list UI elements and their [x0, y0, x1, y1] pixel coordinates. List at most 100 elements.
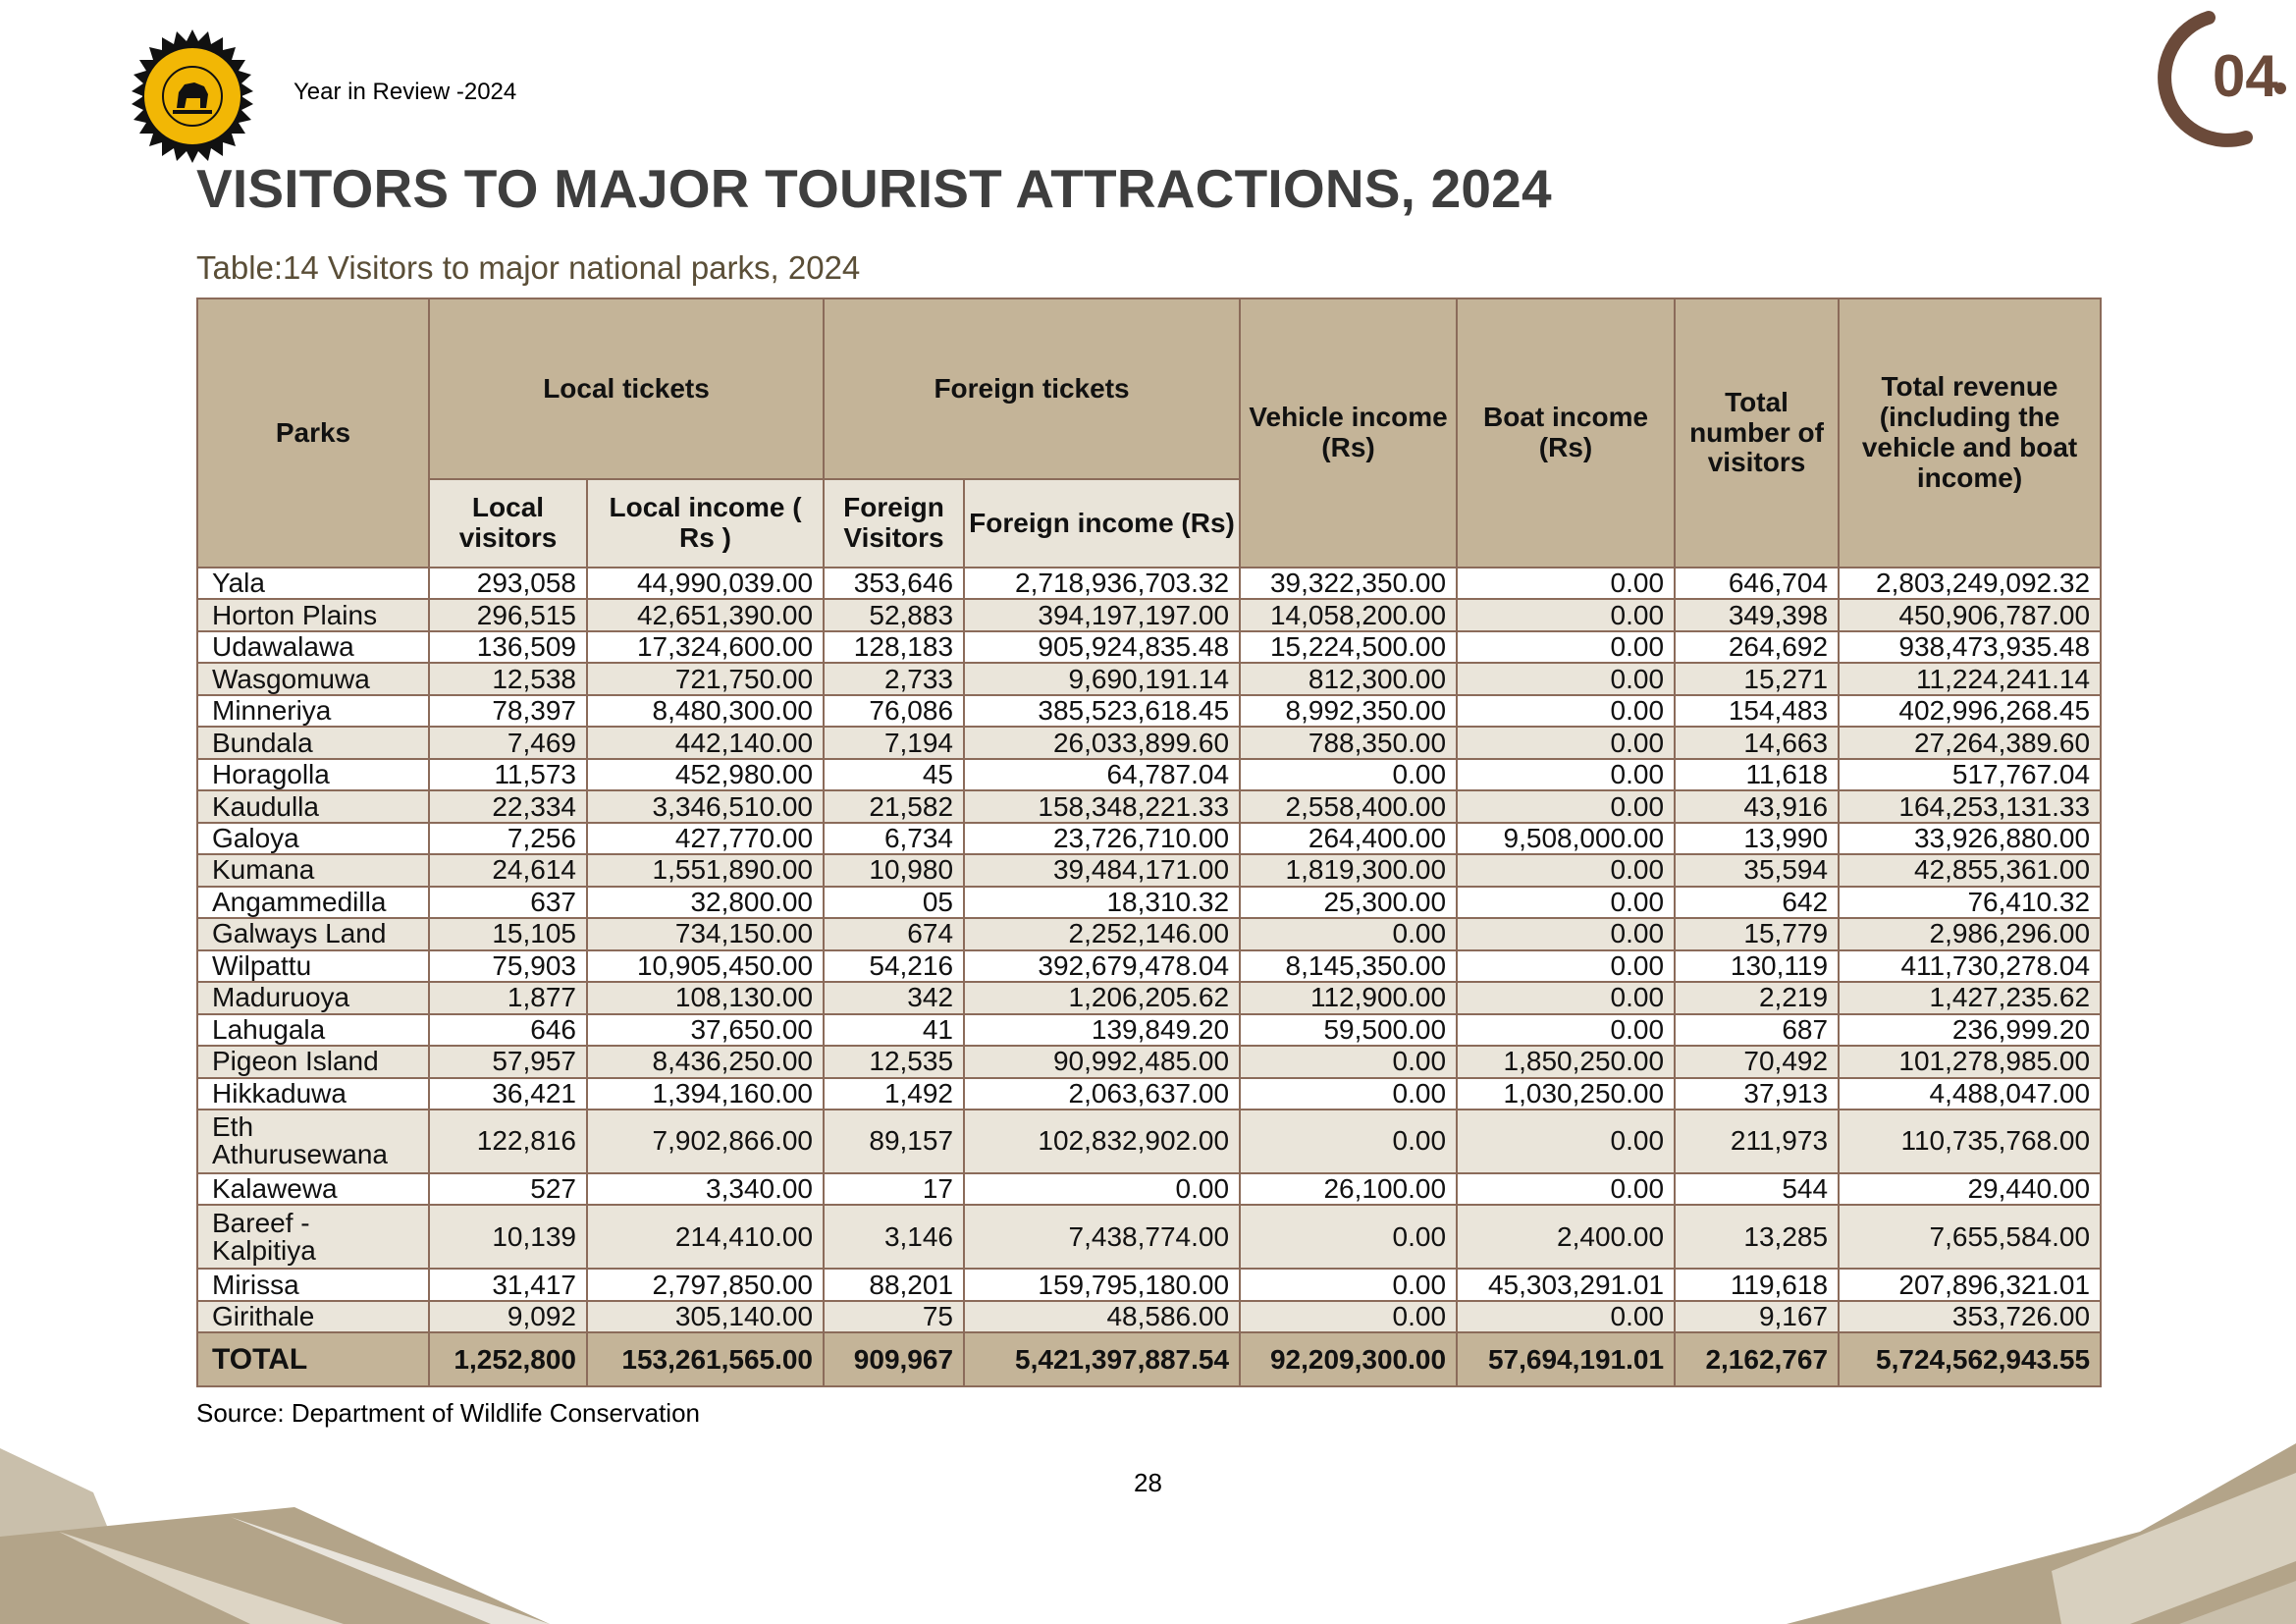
foreign-visitors-cell: 41 — [823, 1012, 966, 1048]
total-visitors-cell: 15,779 — [1674, 917, 1841, 951]
vehicle-income-cell: 1,819,300.00 — [1239, 853, 1459, 888]
total-visitors-cell: 687 — [1674, 1012, 1841, 1048]
boat-income-cell: 0.00 — [1456, 853, 1677, 888]
foreign-visitors-cell: 89,157 — [823, 1108, 966, 1174]
total-revenue-cell: 11,224,241.14 — [1838, 662, 2103, 696]
boat-income-cell: 0.00 — [1456, 1012, 1677, 1048]
total-vehicle-income-cell: 92,209,300.00 — [1239, 1331, 1459, 1387]
tourism-authority-emblem — [132, 29, 253, 163]
foreign-income-cell: 905,924,835.48 — [963, 629, 1242, 665]
foreign-visitors-cell: 7,194 — [823, 726, 966, 760]
vehicle-income-cell: 112,900.00 — [1239, 981, 1459, 1015]
local-visitors-cell: 527 — [428, 1171, 588, 1207]
total-local-visitors-cell: 1,252,800 — [428, 1331, 588, 1387]
park-name: Minneriya — [196, 693, 430, 729]
park-name: Wilpattu — [196, 948, 430, 984]
park-name: Horton Plains — [196, 598, 430, 632]
total-visitors-cell: 13,285 — [1674, 1204, 1841, 1271]
total-revenue-cell: 4,488,047.00 — [1838, 1076, 2103, 1110]
foreign-visitors-cell: 342 — [823, 981, 966, 1015]
foreign-income-cell: 385,523,618.45 — [963, 693, 1242, 729]
foreign-visitors-cell: 05 — [823, 885, 966, 920]
table-row: Bundala 7,469 442,140.00 7,194 26,033,899.60… — [196, 726, 2103, 760]
local-visitors-cell: 646 — [428, 1012, 588, 1048]
local-income-cell: 17,324,600.00 — [585, 629, 826, 665]
boat-income-cell: 0.00 — [1456, 1171, 1677, 1207]
chapter-number: 04 — [2213, 43, 2278, 109]
total-revenue-cell: 236,999.20 — [1838, 1012, 2103, 1048]
foreign-income-cell: 18,310.32 — [963, 885, 1242, 920]
boat-income-cell: 0.00 — [1456, 693, 1677, 729]
local-income-cell: 1,394,160.00 — [585, 1076, 826, 1110]
total-revenue-cell: 353,726.00 — [1838, 1299, 2103, 1334]
table-row: Horton Plains 296,515 42,651,390.00 52,883 3… — [196, 598, 2103, 632]
total-visitors-cell: 70,492 — [1674, 1045, 1841, 1079]
vehicle-income-cell: 0.00 — [1239, 757, 1459, 792]
foreign-income-cell: 48,586.00 — [963, 1299, 1242, 1334]
total-visitors-cell: 154,483 — [1674, 693, 1841, 729]
table-row: Galoya 7,256 427,770.00 6,734 23,726,710.00 2… — [196, 821, 2103, 856]
park-name: Girithale — [196, 1299, 430, 1334]
boat-income-cell: 45,303,291.01 — [1456, 1268, 1677, 1302]
national-parks-table: Parks Local tickets Foreign tickets Vehi… — [196, 298, 2103, 1387]
total-visitors-cell: 642 — [1674, 885, 1841, 920]
table-row: Eth Athurusewana 122,816 7,902,866.00 89,15… — [196, 1108, 2103, 1174]
total-revenue-cell: 29,440.00 — [1838, 1171, 2103, 1207]
local-visitors-cell: 11,573 — [428, 757, 588, 792]
header-parks: Parks — [196, 298, 430, 568]
park-name: Eth Athurusewana — [196, 1108, 430, 1174]
local-visitors-cell: 7,469 — [428, 726, 588, 760]
park-name: Bareef - Kalpitiya — [196, 1204, 430, 1271]
vehicle-income-cell: 788,350.00 — [1239, 726, 1459, 760]
total-local-income-cell: 153,261,565.00 — [585, 1331, 826, 1387]
total-visitors-cell: 15,271 — [1674, 662, 1841, 696]
foreign-visitors-cell: 45 — [823, 757, 966, 792]
foreign-visitors-cell: 21,582 — [823, 789, 966, 824]
local-income-cell: 214,410.00 — [585, 1204, 826, 1271]
park-name: Mirissa — [196, 1268, 430, 1302]
foreign-income-cell: 159,795,180.00 — [963, 1268, 1242, 1302]
page-title: VISITORS TO MAJOR TOURIST ATTRACTIONS, 2… — [196, 158, 1552, 219]
foreign-visitors-cell: 88,201 — [823, 1268, 966, 1302]
foreign-visitors-cell: 54,216 — [823, 948, 966, 984]
total-label: TOTAL — [196, 1331, 430, 1387]
table-row: Horagolla 11,573 452,980.00 45 64,787.04 0.00… — [196, 757, 2103, 792]
total-revenue-cell: 7,655,584.00 — [1838, 1204, 2103, 1271]
vehicle-income-cell: 8,145,350.00 — [1239, 948, 1459, 984]
total-revenue-cell: 411,730,278.04 — [1838, 948, 2103, 984]
local-visitors-cell: 122,816 — [428, 1108, 588, 1174]
total-revenue-cell: 402,996,268.45 — [1838, 693, 2103, 729]
local-income-cell: 442,140.00 — [585, 726, 826, 760]
boat-income-cell: 9,508,000.00 — [1456, 821, 1677, 856]
foreign-visitors-cell: 3,146 — [823, 1204, 966, 1271]
vehicle-income-cell: 812,300.00 — [1239, 662, 1459, 696]
header-label: Year in Review -2024 — [294, 79, 517, 105]
vehicle-income-cell: 8,992,350.00 — [1239, 693, 1459, 729]
table-row: Wilpattu 75,903 10,905,450.00 54,216 392,679… — [196, 948, 2103, 984]
local-income-cell: 3,340.00 — [585, 1171, 826, 1207]
vehicle-income-cell: 0.00 — [1239, 1045, 1459, 1079]
local-income-cell: 7,902,866.00 — [585, 1108, 826, 1174]
foreign-income-cell: 394,197,197.00 — [963, 598, 1242, 632]
table-row: Kumana 24,614 1,551,890.00 10,980 39,484,171… — [196, 853, 2103, 888]
header-vehicle-income: Vehicle income (Rs) — [1239, 298, 1459, 568]
table-row: Maduruoya 1,877 108,130.00 342 1,206,205.62 1… — [196, 981, 2103, 1015]
total-revenue-cell: 938,473,935.48 — [1838, 629, 2103, 665]
foreign-income-cell: 139,849.20 — [963, 1012, 1242, 1048]
local-visitors-cell: 293,058 — [428, 566, 588, 601]
table-row: Girithale 9,092 305,140.00 75 48,586.00 0.00 0… — [196, 1299, 2103, 1334]
table-row: Hikkaduwa 36,421 1,394,160.00 1,492 2,063,63… — [196, 1076, 2103, 1110]
vehicle-income-cell: 0.00 — [1239, 1268, 1459, 1302]
local-visitors-cell: 10,139 — [428, 1204, 588, 1271]
park-name: Maduruoya — [196, 981, 430, 1015]
foreign-visitors-cell: 1,492 — [823, 1076, 966, 1110]
boat-income-cell: 2,400.00 — [1456, 1204, 1677, 1271]
park-name: Angammedilla — [196, 885, 430, 920]
foreign-income-cell: 0.00 — [963, 1171, 1242, 1207]
boat-income-cell: 0.00 — [1456, 757, 1677, 792]
total-visitors-cell: 11,618 — [1674, 757, 1841, 792]
header-foreign-tickets: Foreign tickets — [823, 298, 1242, 480]
foreign-income-cell: 26,033,899.60 — [963, 726, 1242, 760]
total-visitors-cell: 646,704 — [1674, 566, 1841, 601]
park-name: Lahugala — [196, 1012, 430, 1048]
